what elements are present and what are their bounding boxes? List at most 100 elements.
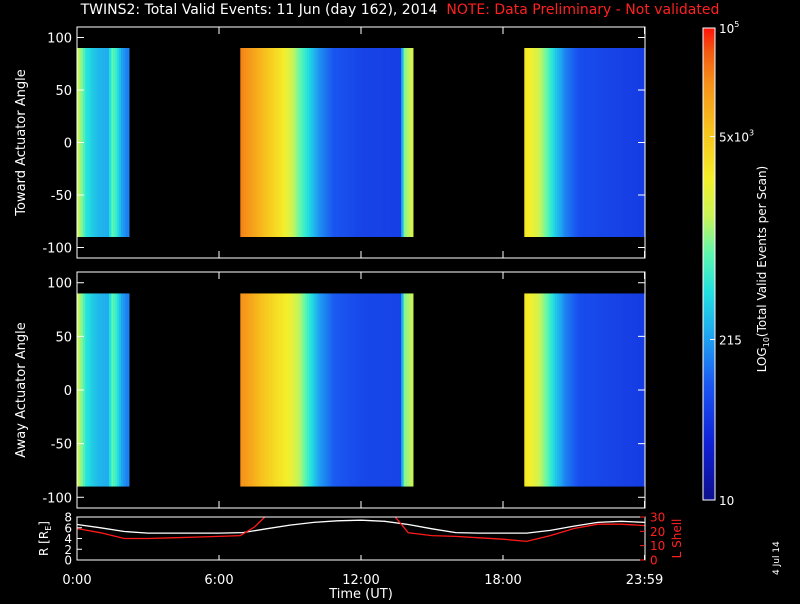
heatmap-cell: [584, 293, 588, 487]
heatmap-cell: [616, 293, 620, 487]
heatmap-cell: [293, 48, 297, 237]
heatmap-cell: [542, 48, 545, 237]
heatmap-cell: [312, 48, 316, 237]
heatmap-cell: [318, 293, 321, 487]
heatmap-cell: [100, 48, 104, 237]
heatmap-cell: [362, 293, 366, 487]
heatmap-cell: [626, 293, 630, 487]
data-block-2: [524, 48, 646, 237]
left-y-tick-label: 2: [64, 543, 72, 557]
data-block-1: [240, 293, 414, 487]
x-axis-label: Time (UT): [328, 587, 393, 600]
heatmap-cell: [259, 293, 262, 487]
y-axis-label: Toward Actuator Angle: [14, 69, 29, 216]
heatmap-cell: [366, 48, 370, 237]
note-text: NOTE: Data Preliminary - Not validated: [446, 2, 720, 18]
heatmap-cell: [566, 48, 569, 237]
heatmap-cell: [87, 293, 91, 487]
y-axis-label: Away Actuator Angle: [14, 322, 29, 457]
heatmap-cell: [97, 293, 100, 487]
heatmap-cell: [558, 48, 562, 237]
heatmap-cell: [272, 48, 276, 237]
y-tick-label: -50: [51, 189, 72, 204]
heatmap-cell: [340, 293, 344, 487]
heatmap-cell: [240, 293, 243, 487]
heatmap-cell: [364, 48, 368, 237]
y-tick-label: 50: [55, 330, 72, 345]
left-y-axis-label: R [RE]: [37, 521, 53, 556]
heatmap-cell: [271, 48, 274, 237]
heatmap-cell: [610, 293, 614, 487]
colorbar-tick-base: 10: [719, 494, 734, 508]
heatmap-cell: [616, 48, 620, 237]
heatmap-cell: [576, 293, 580, 487]
x-tick-label: 6:00: [204, 573, 233, 588]
heatmap-cell: [535, 293, 538, 487]
title-text: TWINS2: Total Valid Events: 11 Jun (day …: [80, 2, 438, 18]
heatmap-cell: [553, 48, 556, 237]
heatmap-cell: [307, 293, 310, 487]
heatmap-cell: [582, 48, 586, 237]
heatmap-cell: [574, 293, 578, 487]
heatmap-cell: [386, 293, 390, 487]
heatmap-cell: [247, 48, 251, 237]
heatmap-cell: [594, 48, 598, 237]
heatmap-cell: [293, 293, 297, 487]
y-tick-label: 50: [55, 84, 72, 99]
heatmap-cell: [586, 48, 590, 237]
heatmap-cell: [95, 48, 98, 237]
heatmap-cell: [528, 293, 531, 487]
heatmap-cell: [531, 48, 535, 237]
heatmap-cell: [564, 48, 567, 237]
heatmap-cell: [116, 48, 120, 237]
heatmap-cell: [524, 48, 527, 237]
heatmap-cell: [632, 293, 636, 487]
heatmap-cell: [576, 48, 580, 237]
data-block-0: [77, 293, 130, 487]
heatmap-cell: [111, 48, 114, 237]
heatmap-cell: [612, 48, 616, 237]
heatmap-cell: [288, 48, 291, 237]
heatmap-cell: [240, 48, 243, 237]
heatmap-cell: [612, 293, 616, 487]
x-tick-label: 18:00: [484, 573, 521, 588]
heatmap-cell: [120, 293, 124, 487]
colorbar-tick-exp: 3: [749, 129, 754, 138]
colorbar-tick-exp: 5: [734, 20, 739, 29]
heatmap-cell: [324, 293, 327, 487]
heatmap-cell: [368, 293, 372, 487]
heatmap-cell: [244, 293, 247, 487]
heatmap-cell: [586, 293, 590, 487]
heatmap-cell: [361, 293, 364, 487]
heatmap-cell: [356, 48, 360, 237]
heatmap-cell: [284, 293, 287, 487]
heatmap-cell: [316, 48, 319, 237]
heatmap-cell: [600, 293, 604, 487]
heatmap-cell: [553, 293, 556, 487]
colorbar-label-post: (Total Valid Events per Scan): [755, 166, 769, 337]
heatmap-cell: [551, 293, 554, 487]
heatmap-cell: [242, 48, 245, 237]
heatmap-cell: [308, 48, 312, 237]
heatmap-cell: [535, 48, 538, 237]
heatmap-cell: [344, 293, 348, 487]
heatmap-cell: [401, 48, 404, 237]
heatmap-cell: [255, 48, 259, 237]
heatmap-cell: [123, 48, 126, 237]
heatmap-cell: [378, 48, 382, 237]
heatmap-cell: [618, 293, 622, 487]
heatmap-cell: [364, 293, 368, 487]
heatmap-cell: [253, 48, 257, 237]
heatmap-cell: [540, 293, 544, 487]
heatmap-cell: [102, 48, 106, 237]
right-y-tick-label: 10: [650, 539, 665, 553]
heatmap-cell: [590, 293, 594, 487]
heatmap-cell: [358, 48, 362, 237]
heatmap-cell: [624, 293, 628, 487]
heatmap-cell: [271, 293, 274, 487]
heatmap-cell: [303, 293, 306, 487]
colorbar-tick-label: 10: [719, 494, 734, 508]
heatmap-cell: [370, 48, 374, 237]
heatmap-cell: [261, 48, 264, 237]
